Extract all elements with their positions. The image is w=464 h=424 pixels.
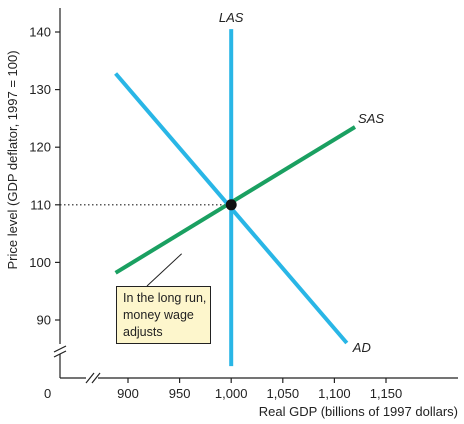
annotation-leader-line xyxy=(146,253,183,287)
x-tick-label: 900 xyxy=(117,386,139,401)
y-tick-label: 130 xyxy=(29,82,51,97)
annotation-line: money wage xyxy=(123,308,194,322)
curve-label-ad: AD xyxy=(352,340,371,355)
y-tick-label: 120 xyxy=(29,140,51,155)
x-tick-label: 1,050 xyxy=(267,386,300,401)
x-tick-label: 1,150 xyxy=(370,386,403,401)
annotation-line: adjusts xyxy=(123,325,163,339)
curve-label-sas: SAS xyxy=(358,111,384,126)
x-origin-label: 0 xyxy=(44,386,51,401)
x-tick-label: 1,000 xyxy=(215,386,248,401)
x-tick-label: 1,100 xyxy=(318,386,351,401)
x-axis-break xyxy=(85,372,101,384)
annotation-box: In the long run, money wage adjusts xyxy=(116,286,211,344)
curve-sas xyxy=(114,125,357,275)
y-axis-title: Price level (GDP deflator, 1997 = 100) xyxy=(5,50,20,269)
curve-label-las: LAS xyxy=(219,10,244,25)
x-axis-title: Real GDP (billions of 1997 dollars) xyxy=(259,404,458,419)
y-tick-label: 100 xyxy=(29,255,51,270)
annotation-line: In the long run, xyxy=(123,291,207,305)
y-axis-break xyxy=(53,344,67,358)
axes xyxy=(53,8,458,384)
equilibrium-point xyxy=(225,199,237,211)
y-tick-label: 140 xyxy=(29,25,51,40)
x-tick-label: 950 xyxy=(169,386,191,401)
y-tick-label: 90 xyxy=(37,313,51,328)
y-tick-label: 110 xyxy=(30,197,51,212)
